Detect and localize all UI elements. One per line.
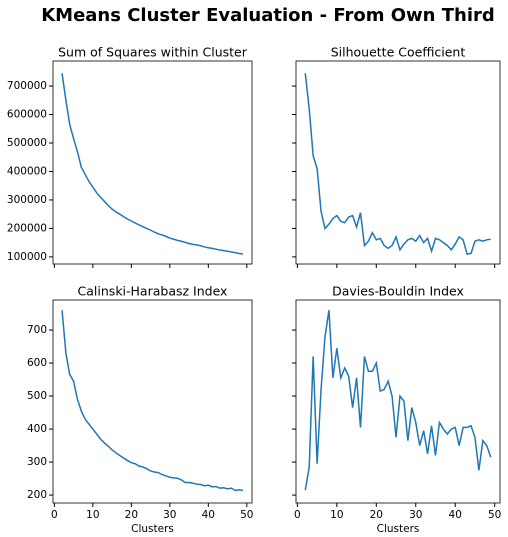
data-line xyxy=(304,310,492,491)
subplot-title: Sum of Squares within Cluster xyxy=(58,45,248,60)
subplot-title: Davies-Bouldin Index xyxy=(332,284,464,299)
x-tick-label: 0 xyxy=(51,509,58,521)
x-tick-label: 20 xyxy=(125,509,138,521)
y-tick-label: 100000 xyxy=(7,251,47,263)
axes-frame xyxy=(295,299,501,504)
y-tick-label: 300000 xyxy=(7,194,47,206)
x-axis-label: Clusters xyxy=(131,523,174,535)
x-tick-label: 40 xyxy=(202,509,215,521)
y-tick-label: 600 xyxy=(27,357,47,369)
x-tick-label: 30 xyxy=(163,509,176,521)
x-tick-label: 50 xyxy=(488,509,501,521)
y-tick-label: 500 xyxy=(27,390,47,402)
x-tick-label: 30 xyxy=(409,509,422,521)
x-tick-label: 0 xyxy=(294,509,301,521)
y-tick-label: 500000 xyxy=(7,137,47,149)
x-tick-label: 10 xyxy=(86,509,99,521)
axes-frame xyxy=(295,60,501,265)
x-tick-label: 20 xyxy=(370,509,383,521)
data-line xyxy=(304,73,491,255)
figure-title: KMeans Cluster Evaluation - From Own Thi… xyxy=(41,5,495,26)
data-line xyxy=(61,310,244,492)
x-axis-label: Clusters xyxy=(377,523,420,535)
x-tick-label: 10 xyxy=(330,509,343,521)
x-tick-label: 50 xyxy=(240,509,253,521)
y-tick-label: 200000 xyxy=(7,222,47,234)
data-line xyxy=(61,73,244,255)
y-tick-label: 200 xyxy=(27,489,47,501)
y-tick-label: 400000 xyxy=(7,165,47,177)
y-tick-label: 300 xyxy=(27,456,47,468)
axes-frame xyxy=(52,60,253,265)
y-tick-label: 400 xyxy=(27,423,47,435)
subplot-title: Silhouette Coefficient xyxy=(331,45,466,60)
x-tick-label: 40 xyxy=(449,509,462,521)
y-tick-label: 700 xyxy=(27,324,47,336)
y-tick-label: 700000 xyxy=(7,80,47,92)
axes-frame xyxy=(52,299,253,504)
subplot-title: Calinski-Harabasz Index xyxy=(78,284,228,299)
y-tick-label: 600000 xyxy=(7,109,47,121)
